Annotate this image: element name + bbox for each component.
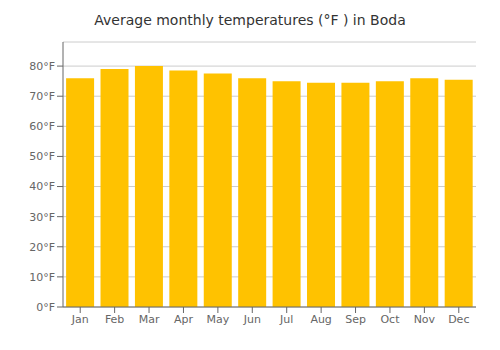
svg-text:60°F: 60°F (29, 120, 55, 133)
html-text:Average monthly temperatures (: Average monthly temperatures (°F ) in Bo… (94, 12, 406, 28)
svg-text:Nov: Nov (414, 313, 436, 326)
svg-text:Apr: Apr (174, 313, 194, 326)
svg-text:30°F: 30°F (29, 211, 55, 224)
svg-text:40°F: 40°F (29, 180, 55, 193)
svg-text:70°F: 70°F (29, 90, 55, 103)
svg-text:Mar: Mar (139, 313, 160, 326)
svg-text:Dec: Dec (448, 313, 469, 326)
svg-text:Feb: Feb (105, 313, 124, 326)
svg-text:May: May (207, 313, 230, 326)
svg-text:0°F: 0°F (36, 301, 55, 314)
svg-text:10°F: 10°F (29, 271, 55, 284)
svg-text:Sep: Sep (345, 313, 366, 326)
svg-text:20°F: 20°F (29, 241, 55, 254)
svg-text:Jun: Jun (243, 313, 261, 326)
svg-text:50°F: 50°F (29, 150, 55, 163)
svg-text:Jul: Jul (279, 313, 293, 326)
svg-text:80°F: 80°F (29, 60, 55, 73)
svg-text:Aug: Aug (310, 313, 331, 326)
svg-text:Jan: Jan (71, 313, 89, 326)
svg-text:Oct: Oct (380, 313, 400, 326)
